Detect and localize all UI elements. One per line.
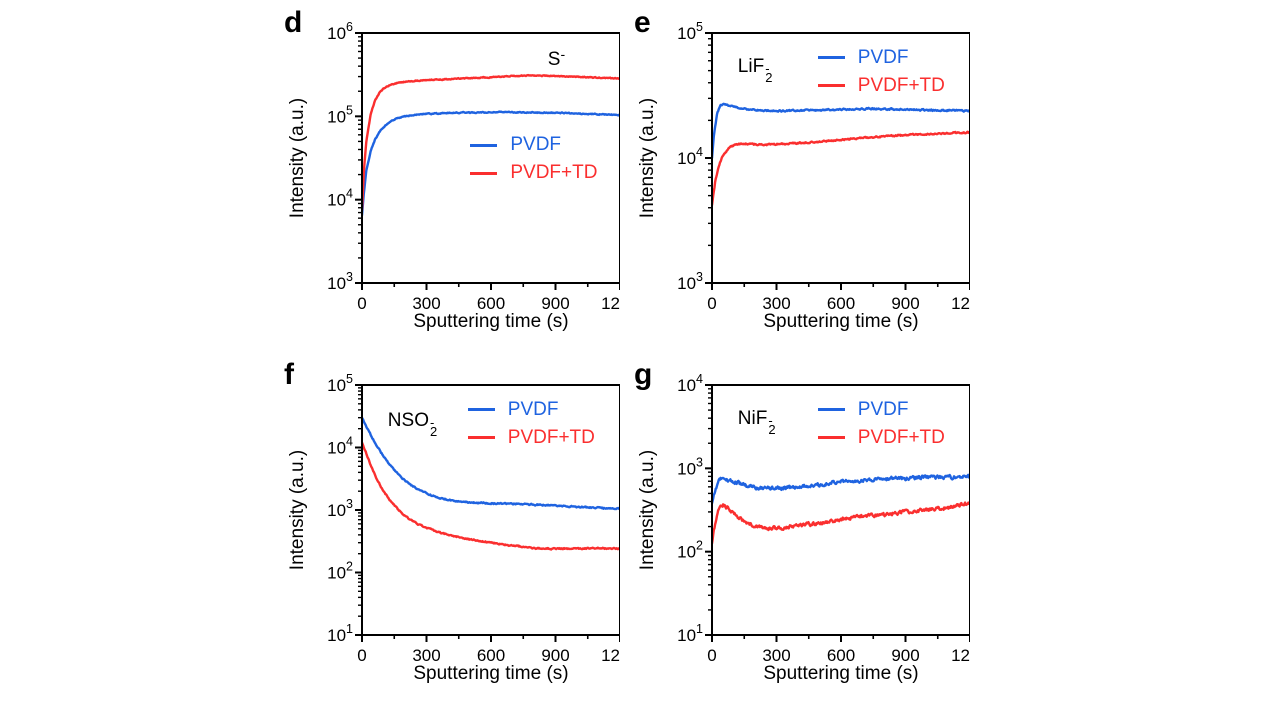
svg-text:102: 102: [327, 560, 353, 583]
svg-text:101: 101: [327, 622, 353, 645]
legend-item-pvdf: PVDF: [470, 133, 597, 157]
y-axis-title-e: Intensity (a.u.): [637, 97, 658, 219]
legend-d: PVDF PVDF+TD: [470, 133, 597, 185]
pvdf-td-line-swatch-icon: [470, 171, 498, 175]
panel-g: 0 300 600 900 1200 101 102 103 104 g Intensity (…: [620, 352, 970, 720]
species-label-f: NSO -2: [387, 410, 438, 439]
legend-e: PVDF PVDF+TD: [817, 46, 945, 98]
svg-text:900: 900: [891, 646, 919, 662]
svg-text:1200: 1200: [601, 294, 620, 310]
legend-label-pvdf-td: PVDF+TD: [857, 74, 945, 96]
panel-letter-g: g: [634, 358, 653, 391]
legend-item-pvdf-td: PVDF+TD: [467, 426, 595, 450]
svg-text:101: 101: [677, 622, 703, 645]
svg-text:0: 0: [707, 294, 716, 310]
svg-text:900: 900: [541, 646, 569, 662]
svg-text:0: 0: [707, 646, 716, 662]
legend-label-pvdf: PVDF: [507, 398, 559, 420]
panel-d: 0 300 600 900 1200 103 104 105 106 d Intensity (…: [270, 0, 620, 352]
svg-text:104: 104: [327, 187, 353, 210]
x-axis-title-f: Sputtering time (s): [413, 663, 569, 684]
legend-item-pvdf-td: PVDF+TD: [470, 161, 597, 185]
legend-label-pvdf: PVDF: [510, 134, 562, 155]
svg-text:1200: 1200: [951, 294, 970, 310]
legend-label-pvdf-td: PVDF+TD: [507, 426, 595, 448]
pvdf-line-swatch-icon: [817, 408, 845, 411]
pvdf-line-swatch-icon: [467, 408, 495, 411]
svg-text:104: 104: [327, 435, 353, 458]
svg-text:104: 104: [677, 372, 703, 395]
y-axis-title-g: Intensity (a.u.): [637, 449, 658, 571]
legend-label-pvdf-td: PVDF+TD: [510, 162, 598, 183]
legend-f: PVDF PVDF+TD: [467, 398, 595, 450]
svg-text:300: 300: [762, 646, 790, 662]
svg-text:1200: 1200: [951, 646, 970, 662]
panel-letter-e: e: [634, 6, 651, 39]
svg-text:103: 103: [677, 270, 703, 293]
legend-label-pvdf: PVDF: [857, 398, 909, 420]
plot-axes-d: 0 300 600 900 1200 103 104 105 106: [327, 20, 620, 310]
species-label-g: NiF -2: [737, 407, 776, 437]
legend-item-pvdf-td: PVDF+TD: [817, 426, 945, 450]
svg-text:300: 300: [762, 294, 790, 310]
figure-canvas: 0 300 600 900 1200 103 104 105 106 d Intensity (…: [270, 0, 970, 720]
pvdf-td-line-swatch-icon: [817, 436, 845, 439]
legend-item-pvdf: PVDF: [467, 398, 595, 422]
svg-text:103: 103: [327, 270, 353, 293]
svg-text:300: 300: [412, 294, 440, 310]
panel-letter-d: d: [284, 6, 303, 39]
svg-text:105: 105: [677, 20, 703, 43]
svg-text:103: 103: [327, 497, 353, 520]
svg-text:105: 105: [327, 103, 353, 126]
svg-text:103: 103: [677, 455, 703, 478]
pvdf-td-line-swatch-icon: [817, 84, 845, 87]
svg-text:1200: 1200: [601, 646, 620, 662]
y-axis-title-d: Intensity (a.u.): [287, 97, 308, 219]
panel-letter-f: f: [284, 358, 294, 391]
x-axis-title-e: Sputtering time (s): [763, 311, 919, 332]
svg-text:104: 104: [677, 145, 703, 168]
y-axis-title-f: Intensity (a.u.): [287, 449, 308, 571]
plot-axes-e: 0 300 600 900 1200 103 104 105: [677, 20, 970, 310]
svg-text:0: 0: [357, 646, 366, 662]
legend-label-pvdf: PVDF: [857, 46, 909, 68]
legend-label-pvdf-td: PVDF+TD: [857, 426, 945, 448]
legend-item-pvdf: PVDF: [817, 398, 945, 422]
svg-text:0: 0: [357, 294, 366, 310]
plot-axes-g: 0 300 600 900 1200 101 102 103 104: [677, 372, 970, 662]
legend-g: PVDF PVDF+TD: [817, 398, 945, 450]
panel-f: 0 300 600 900 1200 101 102 103 104 105 f Intensit…: [270, 352, 620, 720]
svg-text:900: 900: [891, 294, 919, 310]
x-axis-title-g: Sputtering time (s): [763, 663, 919, 684]
legend-item-pvdf-td: PVDF+TD: [817, 74, 945, 98]
x-axis-title-d: Sputtering time (s): [413, 311, 569, 332]
svg-text:600: 600: [477, 646, 505, 662]
svg-text:300: 300: [412, 646, 440, 662]
pvdf-line-swatch-icon: [470, 143, 498, 147]
legend-item-pvdf: PVDF: [817, 46, 945, 70]
svg-text:102: 102: [677, 539, 703, 562]
pvdf-line-swatch-icon: [817, 56, 845, 59]
pvdf-td-line-swatch-icon: [467, 436, 495, 439]
plot-axes-f: 0 300 600 900 1200 101 102 103 104 105: [327, 372, 620, 662]
panel-e: 0 300 600 900 1200 103 104 105 e Intensity (a.u…: [620, 0, 970, 352]
svg-text:105: 105: [327, 372, 353, 395]
svg-text:600: 600: [827, 646, 855, 662]
species-label-e: LiF -2: [737, 55, 773, 85]
svg-text:900: 900: [541, 294, 569, 310]
svg-text:600: 600: [827, 294, 855, 310]
svg-text:106: 106: [327, 20, 353, 43]
svg-text:600: 600: [477, 294, 505, 310]
species-label-d: S-: [547, 45, 566, 70]
